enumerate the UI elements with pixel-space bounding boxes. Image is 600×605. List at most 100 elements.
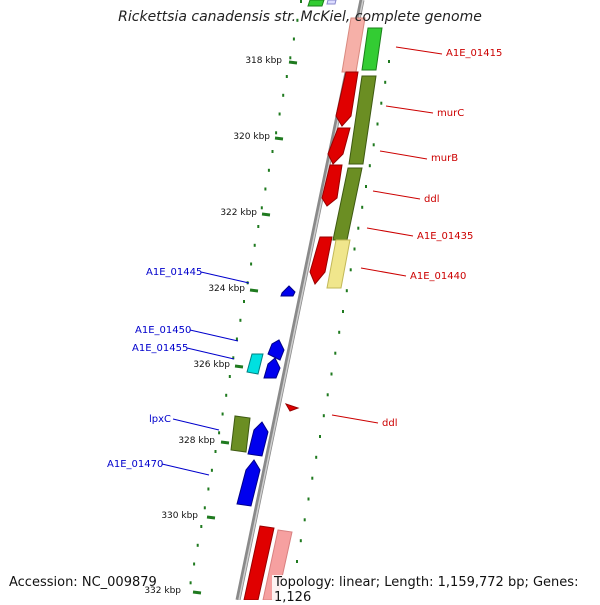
scale-dot [232, 356, 235, 360]
scale-dot [299, 539, 302, 543]
scale-dot [225, 393, 228, 397]
scale-dot [278, 112, 281, 116]
reverse-cds-track [230, 0, 337, 507]
scale-dot [264, 187, 267, 191]
cds-feature[interactable] [327, 127, 351, 165]
scale-dot [388, 60, 390, 63]
scale-dot [311, 476, 314, 480]
accession-value: NC_009879 [81, 575, 157, 590]
scale-dot [365, 185, 367, 188]
cds-feature[interactable] [243, 525, 275, 600]
scale-dot [372, 143, 375, 147]
tick-label: 330 kbp [161, 511, 198, 521]
gene-label[interactable]: A1E_01455 [132, 343, 188, 354]
gene-label[interactable]: A1E_01470 [107, 459, 163, 470]
kbp-tick-marks [192, 60, 298, 595]
genome-summary: Topology: linear; Length: 1,159,772 bp; … [272, 575, 600, 605]
scale-dot [376, 122, 379, 126]
cds-feature[interactable] [267, 339, 285, 361]
genes-label: Genes: [532, 575, 579, 590]
gene-label[interactable]: murB [431, 153, 458, 164]
scale-dot [380, 101, 383, 105]
cds-feature[interactable] [284, 403, 300, 412]
cds-feature[interactable] [326, 0, 337, 5]
scale-dot [253, 243, 256, 247]
leader-line [161, 463, 210, 476]
cds-feature[interactable] [348, 75, 377, 165]
scale-dot [303, 518, 306, 522]
tick-mark [261, 212, 271, 217]
tick-label: 328 kbp [178, 436, 215, 446]
accession-text: Accession: NC_009879 [9, 575, 157, 590]
scale-dot [239, 318, 242, 322]
scale-dot [307, 497, 310, 501]
cds-feature[interactable] [361, 27, 383, 71]
scale-dot [282, 93, 285, 97]
cds-feature[interactable] [309, 236, 333, 285]
tick-mark [249, 288, 259, 293]
leader-line [200, 271, 250, 284]
scale-dot [322, 414, 325, 418]
tick-label: 324 kbp [208, 284, 245, 294]
cds-feature[interactable] [341, 17, 366, 73]
gene-label[interactable]: A1E_01440 [410, 271, 466, 282]
scale-dot [196, 543, 199, 547]
length-label: Length: [384, 575, 434, 590]
accession-label: Accession: [9, 575, 78, 590]
scale-dot [296, 18, 299, 22]
gene-label[interactable]: lpxC [149, 414, 171, 425]
scale-dot [228, 375, 231, 378]
scale-dot [275, 131, 278, 135]
scale-dot [210, 468, 213, 472]
scale-dot [361, 205, 364, 209]
topology-label: Topology: [274, 575, 335, 590]
scale-dot [207, 487, 210, 491]
scale-dot [271, 150, 274, 153]
gene-label[interactable]: ddl [424, 194, 439, 205]
scale-dot [384, 80, 387, 84]
cds-feature[interactable] [321, 164, 343, 207]
scale-dot [189, 581, 192, 585]
cds-feature[interactable] [335, 71, 359, 127]
scale-dot [342, 310, 344, 313]
tick-mark [206, 515, 216, 520]
gene-label[interactable]: ddl [382, 418, 397, 429]
cds-feature[interactable] [280, 285, 296, 297]
tick-label: 318 kbp [245, 56, 282, 66]
leader-line [395, 46, 443, 55]
cds-feature[interactable] [326, 239, 351, 289]
leader-line [172, 418, 220, 431]
scale-dot [289, 56, 292, 60]
gene-label[interactable]: A1E_01445 [146, 267, 202, 278]
scale-dot [193, 562, 196, 566]
scale-dot [368, 164, 371, 168]
scale-dot [345, 289, 348, 293]
scale-dot [243, 300, 245, 303]
scale-dot [315, 455, 318, 459]
scale-dot [218, 431, 221, 435]
map-title: Rickettsia canadensis str. McKiel, compl… [118, 9, 482, 25]
tick-label: 332 kbp [144, 586, 181, 596]
scale-dot [292, 37, 295, 41]
forward-cds-track [309, 17, 366, 285]
cds-feature[interactable] [262, 529, 293, 600]
gene-label[interactable]: murC [437, 108, 464, 119]
gene-label[interactable]: A1E_01435 [417, 231, 473, 242]
genes-value: 1,126 [274, 590, 312, 605]
cds-feature[interactable] [230, 415, 251, 453]
gene-label[interactable]: A1E_01415 [446, 48, 502, 59]
scale-dot [338, 330, 341, 334]
cds-feature[interactable] [307, 0, 325, 7]
scale-dot [285, 75, 288, 78]
scale-dot [250, 262, 253, 266]
scale-dot [260, 206, 263, 210]
cds-feature[interactable] [263, 357, 281, 379]
gene-label[interactable]: A1E_01450 [135, 325, 191, 336]
scale-dot [267, 168, 270, 172]
cds-feature[interactable] [236, 459, 261, 507]
cds-feature[interactable] [246, 353, 264, 375]
cds-feature[interactable] [247, 421, 269, 457]
scale-dot [200, 525, 203, 528]
leader-line [189, 329, 239, 342]
